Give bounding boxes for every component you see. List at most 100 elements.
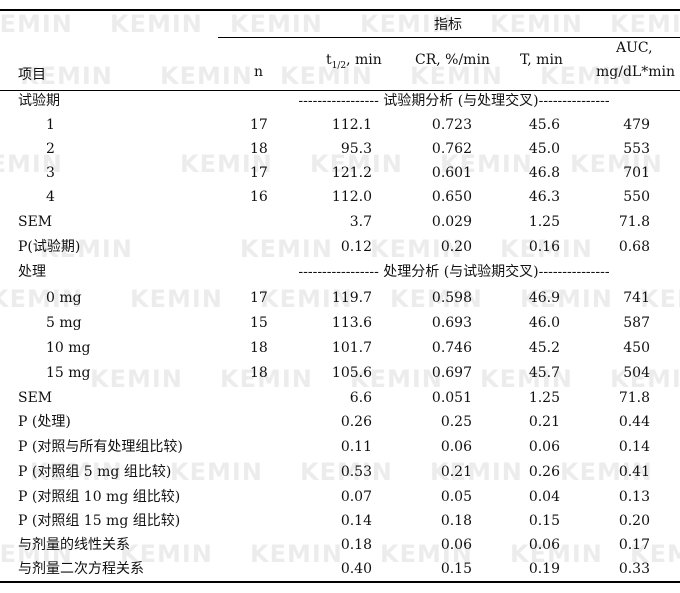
- cell-thalf: 0.14: [340, 513, 372, 529]
- cell-t: 1.25: [528, 390, 560, 406]
- section-label: 试验期: [18, 93, 60, 109]
- cell-auc: 0.20: [618, 513, 650, 529]
- cell-thalf: 0.26: [340, 414, 372, 430]
- cell-thalf: 113.6: [331, 315, 372, 331]
- cell-cr: 0.601: [431, 165, 472, 181]
- cell-auc: 553: [623, 141, 650, 157]
- cell-t: 46.3: [528, 189, 560, 205]
- cell-cr: 0.18: [440, 513, 472, 529]
- row-label: P(试验期): [18, 239, 81, 255]
- row-label: 1: [46, 117, 55, 133]
- table-row: 4 16 112.0 0.650 46.3 550: [0, 185, 680, 209]
- watermark: KEMIN: [490, 10, 583, 38]
- cell-t: 1.25: [528, 214, 560, 230]
- item-column-header: 项目: [18, 67, 46, 83]
- cell-auc: 587: [623, 315, 650, 331]
- cell-cr: 0.06: [440, 439, 472, 455]
- row-label: SEM: [18, 214, 53, 230]
- cell-auc: 0.68: [618, 239, 650, 255]
- watermark: KEMIN: [230, 10, 323, 38]
- table-row: 10 mg 18 101.7 0.746 45.2 450: [0, 336, 680, 360]
- table-row-p: P (对照组 5 mg 组比较) 0.53 0.21 0.26 0.41: [0, 460, 680, 484]
- table-row: 3 17 121.2 0.601 46.8 701: [0, 161, 680, 185]
- cell-thalf: 121.2: [331, 165, 372, 181]
- row-label: P (处理): [18, 414, 71, 430]
- cell-auc: 741: [623, 290, 650, 306]
- table-row-p: P (对照组 10 mg 组比较) 0.07 0.05 0.04 0.13: [0, 485, 680, 509]
- t-column-header: T, min: [520, 52, 563, 68]
- section-divider: ----------------- 处理分析 (与试验期交叉)---------…: [298, 264, 610, 280]
- n-column-header: n: [254, 64, 264, 80]
- row-label: 15 mg: [46, 365, 91, 381]
- cell-n: 18: [250, 141, 268, 157]
- row-label: 与剂量二次方程关系: [18, 561, 144, 577]
- cell-t: 46.0: [528, 315, 560, 331]
- watermark: KEMIN: [110, 10, 203, 38]
- row-label: 与剂量的线性关系: [18, 537, 130, 553]
- cell-auc: 0.14: [618, 439, 650, 455]
- cell-auc: 0.17: [618, 537, 650, 553]
- watermark: KEMIN: [0, 10, 73, 38]
- cell-thalf: 0.07: [340, 489, 372, 505]
- cell-cr: 0.029: [431, 214, 472, 230]
- watermark: KEMIN: [160, 62, 253, 90]
- row-label: 0 mg: [46, 290, 82, 306]
- cell-thalf: 95.3: [340, 141, 372, 157]
- cell-cr: 0.21: [440, 464, 472, 480]
- cell-t: 0.26: [528, 464, 560, 480]
- cell-t: 0.04: [528, 489, 560, 505]
- row-label: 3: [46, 165, 55, 181]
- cell-n: 17: [250, 117, 268, 133]
- cell-cr: 0.762: [431, 141, 472, 157]
- cell-cr: 0.06: [440, 537, 472, 553]
- table-row: 5 mg 15 113.6 0.693 46.0 587: [0, 311, 680, 335]
- cell-auc: 550: [623, 189, 650, 205]
- cell-thalf: 3.7: [349, 214, 372, 230]
- cell-auc: 504: [623, 365, 650, 381]
- row-label: 4: [46, 189, 55, 205]
- thalf-column-header: t1/2, min: [326, 52, 382, 71]
- section-label: 处理: [18, 264, 46, 280]
- cell-cr: 0.693: [431, 315, 472, 331]
- table-bottom-rule: [0, 581, 680, 583]
- table-row-sem: SEM 3.7 0.029 1.25 71.8: [0, 210, 680, 234]
- cell-t: 45.6: [528, 117, 560, 133]
- cell-thalf: 6.6: [349, 390, 372, 406]
- cell-auc: 450: [623, 340, 650, 356]
- cell-t: 45.2: [528, 340, 560, 356]
- cell-n: 17: [250, 290, 268, 306]
- cell-thalf: 112.1: [331, 117, 372, 133]
- cell-cr: 0.051: [431, 390, 472, 406]
- table-row-sem: SEM 6.6 0.051 1.25 71.8: [0, 386, 680, 410]
- table-row: 0 mg 17 119.7 0.598 46.9 741: [0, 286, 680, 310]
- cell-cr: 0.650: [431, 189, 472, 205]
- cell-thalf: 101.7: [331, 340, 372, 356]
- cell-t: 0.21: [528, 414, 560, 430]
- cell-t: 0.06: [528, 439, 560, 455]
- cell-cr: 0.723: [431, 117, 472, 133]
- cell-t: 0.15: [528, 513, 560, 529]
- cell-thalf: 112.0: [331, 189, 372, 205]
- cell-n: 15: [250, 315, 268, 331]
- table-row: 15 mg 18 105.6 0.697 45.7 504: [0, 361, 680, 385]
- cell-cr: 0.746: [431, 340, 472, 356]
- cell-auc: 0.33: [618, 561, 650, 577]
- auc-column-header-line1: AUC,: [616, 40, 653, 56]
- watermark: KEMIN: [610, 10, 680, 38]
- section-divider: ----------------- 试验期分析 (与处理交叉)---------…: [298, 93, 610, 109]
- cell-t: 0.06: [528, 537, 560, 553]
- cell-t: 45.0: [528, 141, 560, 157]
- table-top-rule: [0, 9, 680, 11]
- cell-thalf: 0.18: [340, 537, 372, 553]
- table-row-p: P (对照与所有处理组比较) 0.11 0.06 0.06 0.14: [0, 435, 680, 459]
- row-label: SEM: [18, 390, 53, 406]
- section-row-treatment: 处理 ----------------- 处理分析 (与试验期交叉)------…: [0, 260, 680, 284]
- header-bottom-rule: [0, 90, 680, 91]
- row-label: 5 mg: [46, 315, 82, 331]
- indicator-group-label: 指标: [434, 17, 462, 33]
- cr-column-header: CR, %/min: [415, 52, 490, 68]
- cell-t: 46.8: [528, 165, 560, 181]
- cell-auc: 479: [623, 117, 650, 133]
- cell-n: 18: [250, 340, 268, 356]
- cell-auc: 701: [623, 165, 650, 181]
